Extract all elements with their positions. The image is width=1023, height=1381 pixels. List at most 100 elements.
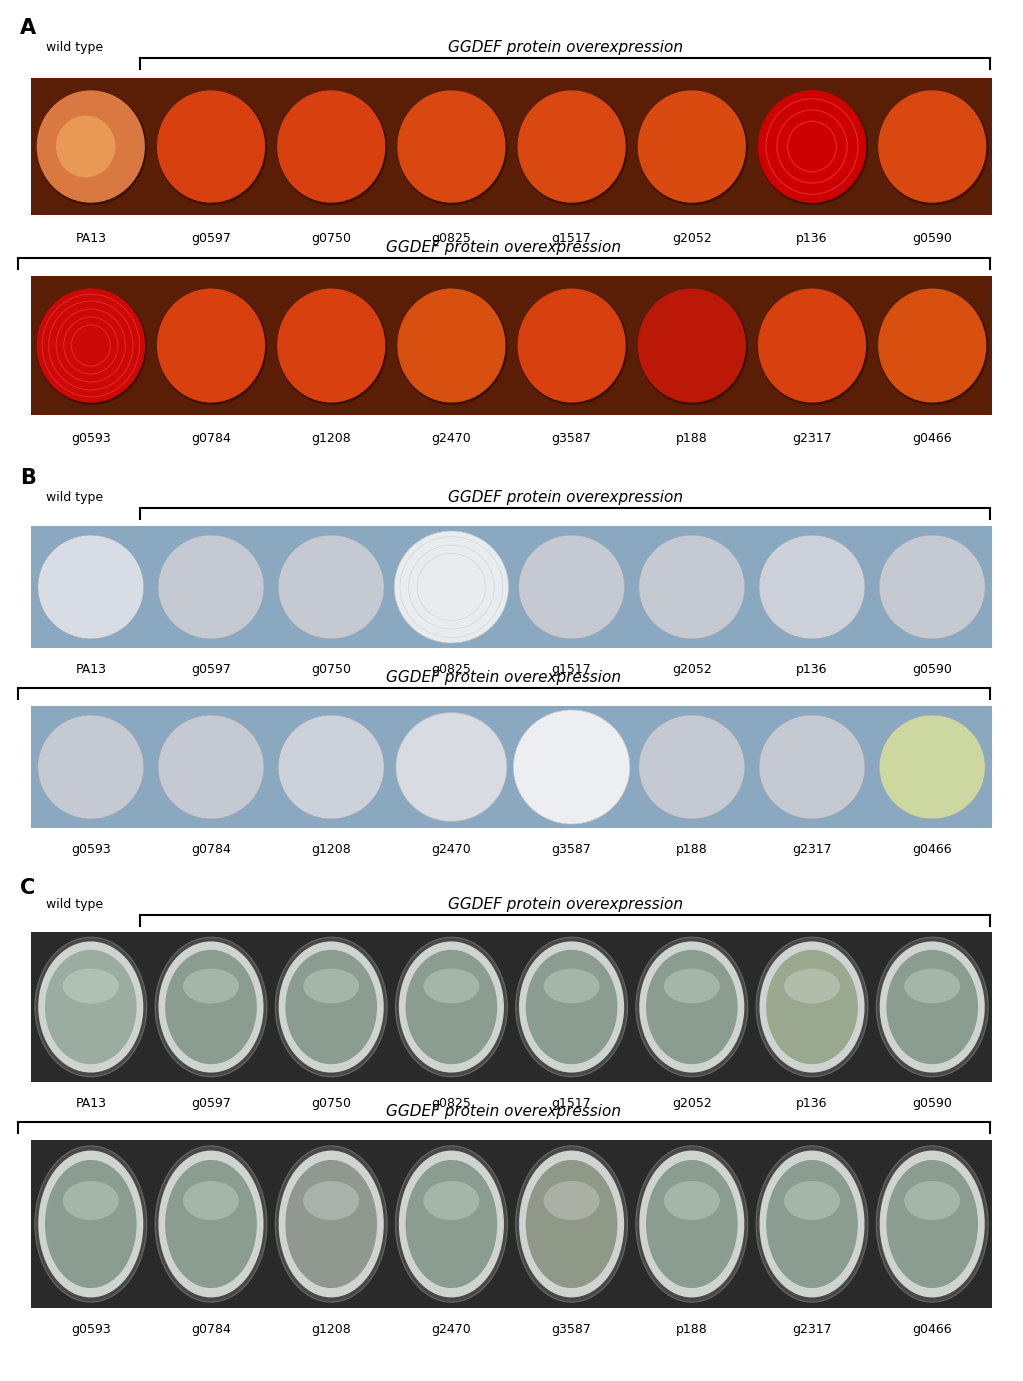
Ellipse shape (758, 90, 866, 203)
Ellipse shape (277, 289, 386, 402)
Ellipse shape (159, 715, 264, 819)
Ellipse shape (397, 91, 507, 206)
Text: g0593: g0593 (71, 842, 110, 856)
Text: wild type: wild type (46, 41, 103, 54)
Ellipse shape (399, 1150, 504, 1297)
Text: g1517: g1517 (551, 1097, 591, 1110)
Ellipse shape (637, 289, 748, 405)
Ellipse shape (157, 91, 267, 206)
Ellipse shape (637, 90, 746, 203)
Text: g0750: g0750 (311, 232, 351, 244)
Text: g0784: g0784 (191, 842, 231, 856)
Text: B: B (20, 468, 36, 487)
Ellipse shape (636, 938, 748, 1077)
Text: wild type: wild type (46, 490, 103, 504)
Ellipse shape (664, 968, 720, 1004)
Ellipse shape (159, 536, 264, 639)
Ellipse shape (878, 91, 988, 206)
Ellipse shape (405, 1160, 497, 1288)
Text: GGDEF protein overexpression: GGDEF protein overexpression (387, 670, 622, 685)
Text: A: A (20, 18, 36, 39)
Text: g2470: g2470 (432, 1323, 472, 1335)
Ellipse shape (784, 1181, 840, 1219)
Ellipse shape (155, 938, 267, 1077)
Ellipse shape (637, 91, 748, 206)
Text: g2470: g2470 (432, 432, 472, 445)
Ellipse shape (277, 289, 388, 405)
Text: g0597: g0597 (191, 232, 231, 244)
Ellipse shape (518, 91, 628, 206)
Ellipse shape (399, 942, 504, 1073)
Ellipse shape (514, 710, 630, 824)
Ellipse shape (396, 938, 507, 1077)
Text: g2317: g2317 (792, 842, 832, 856)
Ellipse shape (636, 1146, 748, 1302)
Text: g2470: g2470 (432, 842, 472, 856)
Ellipse shape (424, 968, 480, 1004)
Ellipse shape (758, 91, 869, 206)
Text: g0590: g0590 (913, 232, 952, 244)
Ellipse shape (37, 91, 147, 206)
Ellipse shape (183, 968, 239, 1004)
Ellipse shape (424, 1181, 480, 1219)
Text: g0825: g0825 (432, 663, 472, 677)
Ellipse shape (904, 1181, 961, 1219)
Text: p188: p188 (676, 1323, 708, 1335)
Ellipse shape (886, 950, 978, 1065)
Ellipse shape (759, 942, 864, 1073)
Ellipse shape (278, 942, 384, 1073)
Ellipse shape (756, 1146, 868, 1302)
Ellipse shape (396, 713, 507, 822)
Ellipse shape (62, 1181, 119, 1219)
Bar (31, 276, 992, 416)
Ellipse shape (303, 1181, 359, 1219)
Ellipse shape (766, 1160, 858, 1288)
Ellipse shape (37, 289, 145, 402)
Ellipse shape (543, 968, 599, 1004)
Ellipse shape (35, 1146, 146, 1302)
Bar (31, 77, 992, 215)
Text: g3587: g3587 (551, 1323, 591, 1335)
Ellipse shape (278, 715, 384, 819)
Ellipse shape (275, 1146, 387, 1302)
Ellipse shape (886, 1160, 978, 1288)
Text: GGDEF protein overexpression: GGDEF protein overexpression (387, 1105, 622, 1119)
Text: g3587: g3587 (551, 432, 591, 445)
Text: GGDEF protein overexpression: GGDEF protein overexpression (447, 490, 682, 505)
Text: g0593: g0593 (71, 432, 110, 445)
Ellipse shape (396, 1146, 507, 1302)
Ellipse shape (880, 1150, 985, 1297)
Ellipse shape (756, 938, 868, 1077)
Ellipse shape (38, 536, 143, 639)
Ellipse shape (766, 950, 858, 1065)
Text: PA13: PA13 (76, 232, 106, 244)
Ellipse shape (405, 950, 497, 1065)
Text: g0750: g0750 (311, 1097, 351, 1110)
Ellipse shape (165, 1160, 257, 1288)
Text: p136: p136 (796, 663, 828, 677)
Text: g1517: g1517 (551, 663, 591, 677)
Ellipse shape (518, 289, 628, 405)
Text: p136: p136 (796, 1097, 828, 1110)
Ellipse shape (878, 289, 986, 402)
Text: C: C (20, 878, 35, 898)
Text: g2052: g2052 (672, 232, 712, 244)
Ellipse shape (516, 1146, 627, 1302)
Ellipse shape (519, 536, 624, 639)
Text: g0750: g0750 (311, 663, 351, 677)
Bar (31, 932, 992, 1081)
Ellipse shape (285, 1160, 377, 1288)
Ellipse shape (518, 90, 626, 203)
Text: PA13: PA13 (76, 1097, 106, 1110)
Text: GGDEF protein overexpression: GGDEF protein overexpression (387, 240, 622, 255)
Text: g0597: g0597 (191, 1097, 231, 1110)
Ellipse shape (37, 289, 145, 402)
Ellipse shape (904, 968, 961, 1004)
Bar (31, 526, 992, 648)
Ellipse shape (646, 950, 738, 1065)
Ellipse shape (758, 90, 866, 203)
Text: g1208: g1208 (311, 1323, 351, 1335)
Ellipse shape (516, 938, 627, 1077)
Ellipse shape (45, 1160, 137, 1288)
Ellipse shape (35, 938, 146, 1077)
